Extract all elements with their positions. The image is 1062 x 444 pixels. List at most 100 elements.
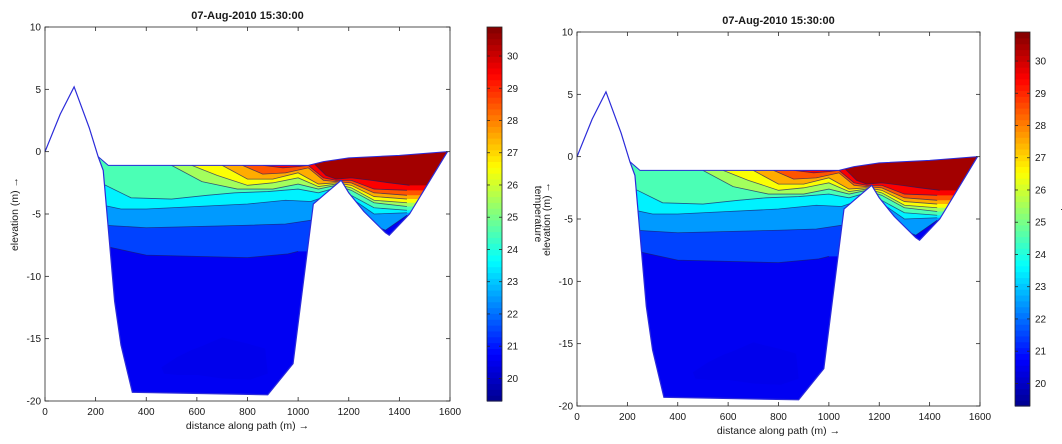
colorbar-segment — [487, 336, 502, 344]
colorbar-segment — [487, 225, 502, 233]
x-tick-label: 400 — [138, 407, 155, 418]
colorbar-tick-label: 20 — [1035, 379, 1047, 390]
colorbar-segment — [1015, 306, 1030, 314]
colorbar-segment — [1015, 388, 1030, 395]
colorbar-segment — [487, 330, 502, 338]
colorbar-segment — [487, 354, 502, 361]
colorbar-segment — [1015, 259, 1030, 267]
x-tick-label: 1000 — [287, 407, 310, 418]
x-axis-label: distance along path (m) → — [186, 420, 309, 432]
colorbar-segment — [487, 102, 502, 110]
colorbar-segment — [1015, 61, 1030, 68]
colorbar-segment — [1015, 382, 1030, 390]
colorbar-segment — [487, 266, 502, 274]
colorbar-segment — [487, 377, 502, 385]
colorbar-segment — [1015, 230, 1030, 238]
colorbar-tick-label: 26 — [1035, 185, 1047, 196]
colorbar-segment — [1015, 289, 1030, 296]
water-surface-line — [97, 151, 448, 166]
colorbar-tick-label: 30 — [507, 52, 519, 63]
colorbar-segment — [487, 27, 502, 34]
colorbar-segment — [487, 389, 502, 396]
x-tick-label: 1400 — [388, 407, 411, 418]
colorbar-segment — [1015, 370, 1030, 378]
colorbar-segment — [1015, 207, 1030, 214]
colorbar: 20 21 22 23 24 25 26 27 28 29 30 temperature — [1014, 31, 1062, 407]
colorbar-tick-label: 28 — [507, 116, 519, 127]
colorbar-segment — [1015, 271, 1030, 279]
colorbar-segment — [487, 254, 502, 262]
colorbar-frame — [486, 26, 503, 402]
x-tick-label: 1600 — [969, 412, 992, 423]
colorbar-segment — [1015, 55, 1030, 62]
colorbar-segment — [1015, 78, 1030, 86]
isotherm-26 — [191, 165, 407, 204]
colorbar-segment — [1015, 330, 1030, 337]
colorbar-segment — [487, 342, 502, 350]
chart-title: 07-Aug-2010 15:30:00 — [722, 15, 835, 27]
cold-pocket — [692, 342, 799, 385]
colorbar-segment — [487, 190, 502, 198]
colorbar-segment — [487, 126, 502, 133]
colorbar-segment — [487, 155, 502, 163]
colorbar-segment — [487, 325, 502, 332]
colorbar-tick-label: 21 — [1035, 347, 1047, 358]
colorbar-segment — [487, 313, 502, 320]
colorbar-segment — [1015, 236, 1030, 243]
isotherm-29 — [793, 169, 938, 196]
colorbar-segment — [1015, 113, 1030, 121]
x-tick-label: 600 — [720, 412, 737, 423]
colorbar-segment — [487, 295, 502, 303]
colorbar-segment — [1015, 172, 1030, 179]
colorbar-segment — [487, 272, 502, 279]
y-tick-label: -20 — [559, 402, 574, 413]
colorbar-segment — [487, 73, 502, 81]
colorbar-segment — [487, 289, 502, 297]
colorbar-segment — [487, 173, 502, 180]
colorbar-tick-label: 22 — [1035, 314, 1047, 325]
colorbar-segment — [487, 32, 502, 40]
colorbar-segment — [487, 91, 502, 98]
colorbar-segment — [487, 97, 502, 104]
colorbar-segment — [1015, 376, 1030, 384]
y-tick-label: -20 — [27, 397, 42, 408]
y-tick-label: -10 — [559, 277, 574, 288]
colorbar-segment — [487, 114, 502, 122]
chart-2: 0 200 400 600 800 1000 1200 1400 1600-20-15-10-5… — [541, 15, 1062, 437]
colorbar-segment — [1015, 137, 1030, 144]
colorbar-segment — [1015, 312, 1030, 319]
colorbar-segment — [487, 196, 502, 203]
bed-profile-line — [44, 85, 448, 396]
colorbar-segment — [1015, 67, 1030, 74]
colorbar-segment — [487, 108, 502, 116]
colorbar-label: temperature — [1060, 191, 1062, 248]
colorbar-tick-label: 26 — [507, 180, 519, 191]
colorbar-segment — [487, 167, 502, 174]
colorbar-frame — [1014, 31, 1031, 407]
colorbar-segment — [1015, 183, 1030, 191]
colorbar-segment — [1015, 49, 1030, 56]
colorbar-segment — [1015, 335, 1030, 343]
x-tick-label: 400 — [669, 412, 686, 423]
isotherm-30 — [308, 162, 410, 186]
colorbar-segment — [1015, 90, 1030, 97]
colorbar-segment — [1015, 160, 1030, 168]
colorbar-segment — [1015, 359, 1030, 366]
isotherm-28 — [242, 165, 407, 196]
colorbar-segment — [487, 178, 502, 186]
y-tick-label: -10 — [27, 272, 42, 283]
colorbar-segment — [1015, 365, 1030, 372]
colorbar-segment — [487, 79, 502, 87]
colorbar-segment — [487, 138, 502, 145]
colorbar-segment — [1015, 125, 1030, 132]
colorbar-segment — [487, 249, 502, 256]
colorbar-segment — [1015, 294, 1030, 302]
colorbar-segment — [1015, 300, 1030, 308]
colorbar-segment — [487, 214, 502, 221]
temperature-bands — [98, 151, 448, 395]
colorbar-segment — [487, 44, 502, 51]
colorbar-segment — [487, 120, 502, 127]
colorbar-segment — [487, 284, 502, 291]
x-tick-label: 1600 — [439, 407, 462, 418]
